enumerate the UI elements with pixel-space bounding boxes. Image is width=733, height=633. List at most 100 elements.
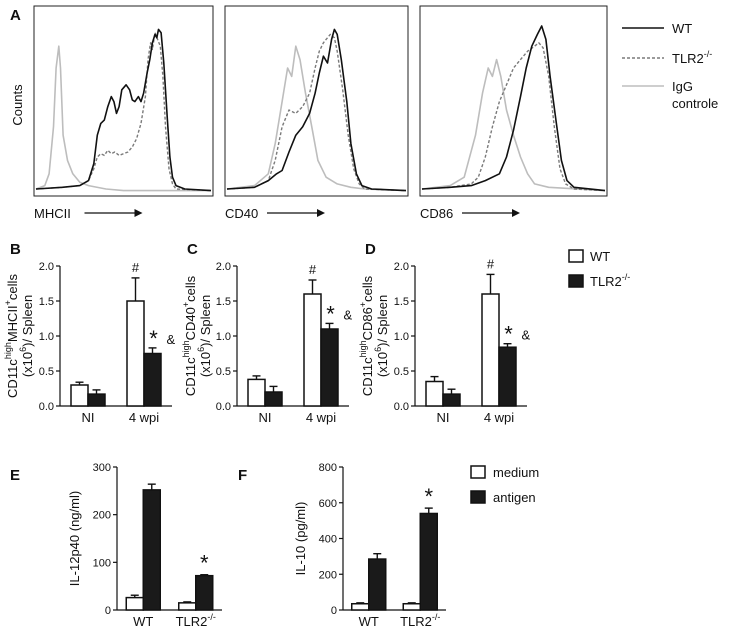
annotation-hash: # — [487, 256, 495, 271]
y-tick-label: 600 — [319, 498, 337, 510]
legend-tlr2-swatch — [568, 274, 584, 288]
histogram-xlabel: MHCII — [34, 206, 71, 221]
histogram-frame — [33, 5, 214, 197]
y-label-part: CD40 — [183, 307, 198, 340]
legend-tlr2-sup: -/- — [704, 49, 713, 59]
y-label-sup: + — [181, 302, 191, 307]
y-label-part: (x10 — [198, 352, 213, 377]
histogram-line-wt — [421, 25, 606, 192]
y-label-part: CD11c — [183, 357, 198, 396]
histogram-line-igg-controle — [35, 45, 211, 192]
bar-wt — [303, 293, 322, 407]
panel-label-d: D — [365, 241, 376, 258]
histogram-arrow-head — [512, 209, 520, 217]
y-tick-label: 0.5 — [39, 366, 54, 378]
annotation-hash: # — [309, 262, 317, 277]
y-tick-label: 1.5 — [39, 296, 54, 308]
legend-tlr2-text: TLR2 — [672, 51, 704, 66]
y-tick-label: 2.0 — [39, 261, 54, 273]
panel-label-b: B — [10, 241, 21, 258]
y-label-sup: 6 — [373, 347, 383, 352]
bar-wt — [70, 384, 89, 407]
bar-tlr2- — [320, 328, 339, 407]
y-label-sup: high — [358, 340, 368, 357]
y-label-part: )/ Spleen — [198, 295, 213, 347]
counts-axis-label: Counts — [10, 84, 25, 126]
histogram-line-tlr2- — [226, 33, 407, 192]
panel-label-a: A — [10, 7, 21, 24]
bar-antigen — [142, 489, 161, 611]
annotation-hash: # — [132, 260, 140, 275]
x-category-label: WT — [133, 614, 153, 629]
legend-dc-tlr2-label: TLR2-/- — [590, 272, 630, 289]
y-tick-label: 1.0 — [394, 331, 409, 343]
y-tick-label: 100 — [93, 557, 111, 569]
y-axis-label: IL-12p40 (ng/ml) — [67, 491, 82, 586]
legend-dc-wt-label: WT — [590, 249, 610, 264]
x-category-label: NI — [82, 410, 95, 425]
legend-igg-label2: controle — [672, 96, 718, 111]
y-label-part: CD11c — [360, 357, 375, 396]
bar-tlr2- — [143, 352, 162, 407]
y-label-part: )/ Spleen — [20, 295, 35, 347]
annotation-amp: & — [167, 332, 176, 347]
bar-medium — [178, 602, 197, 611]
y-tick-label: 800 — [319, 462, 337, 474]
y-tick-label: 400 — [319, 534, 337, 546]
y-axis-label: IL-10 (pg/ml) — [293, 502, 308, 576]
y-label-part: (x10 — [375, 352, 390, 377]
bar-wt — [247, 378, 266, 407]
y-axis-label-line2: (x106)/ Spleen — [373, 295, 390, 377]
bar-tlr2- — [264, 391, 283, 407]
y-tick-label: 2.0 — [216, 261, 231, 273]
y-tick-label: 0 — [331, 605, 337, 617]
y-tick-label: 1.0 — [39, 331, 54, 343]
bar-wt — [126, 300, 145, 407]
y-label-part: cells — [183, 275, 198, 302]
bar-chart-mhcii: 0.0 0.5 1.0 1.5 2.0 NI 4 wpi # * & CD11chighMHCII+… — [3, 260, 176, 425]
bar-tlr2- — [87, 393, 106, 407]
y-label-sup: 6 — [18, 347, 28, 352]
legend-antigen-swatch — [470, 490, 486, 504]
histogram-cd86: CD86 — [419, 5, 608, 221]
y-axis-label-line1: CD11chighMHCII+cells — [3, 274, 20, 398]
x-category-sup: -/- — [207, 612, 216, 622]
legend-wt-swatch — [568, 249, 584, 263]
flow-legend: WT TLR2-/- IgG controle — [622, 21, 718, 111]
legend-tlr2-label: TLR2-/- — [672, 49, 712, 66]
y-label-part: CD11c — [5, 359, 20, 398]
histogram-frame — [224, 5, 409, 197]
y-label-sup: high — [181, 340, 191, 357]
y-tick-label: 0 — [105, 605, 111, 617]
dc-legend: WT TLR2-/- — [568, 249, 630, 289]
y-tick-label: 2.0 — [394, 261, 409, 273]
bar-chart-il10: 0 200 400 600 800 WT TLR2-/- * IL-10 (pg/ml) — [293, 462, 446, 629]
bar-tlr2- — [498, 346, 517, 407]
panel-label-c: C — [187, 241, 198, 258]
legend-dc-tlr2-text: TLR2 — [590, 274, 622, 289]
legend-medium-label: medium — [493, 465, 539, 480]
legend-dc-tlr2-sup: -/- — [622, 272, 631, 282]
histogram-line-wt — [226, 28, 407, 192]
legend-antigen-label: antigen — [493, 490, 536, 505]
panel-label-f: F — [238, 467, 247, 484]
x-category-sup: -/- — [432, 612, 441, 622]
y-axis-label-line1: CD11chighCD40+cells — [181, 275, 198, 396]
histogram-line-tlr2- — [421, 42, 606, 192]
bar-medium — [402, 602, 421, 611]
y-tick-label: 0.0 — [216, 401, 231, 413]
y-tick-label: 0.5 — [216, 366, 231, 378]
panel-label-e: E — [10, 467, 20, 484]
histogram-xlabel: CD40 — [225, 206, 258, 221]
y-tick-label: 200 — [93, 510, 111, 522]
annotation-star: * — [326, 301, 335, 326]
y-label-sup: + — [3, 300, 13, 305]
annotation-amp: & — [522, 328, 531, 343]
y-axis-label-line2: (x106)/ Spleen — [196, 295, 213, 377]
x-category-label: 4 wpi — [306, 410, 336, 425]
y-label-part: MHCII — [5, 305, 20, 342]
y-tick-label: 1.0 — [216, 331, 231, 343]
y-label-part: CD86 — [360, 307, 375, 340]
y-label-part: cells — [5, 274, 20, 301]
y-label-sup: 6 — [196, 347, 206, 352]
